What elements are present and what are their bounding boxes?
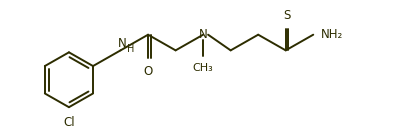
Text: S: S [283, 9, 290, 22]
Text: O: O [143, 65, 153, 78]
Text: NH₂: NH₂ [321, 28, 344, 41]
Text: N: N [199, 28, 208, 41]
Text: Cl: Cl [63, 116, 75, 129]
Text: CH₃: CH₃ [193, 63, 214, 73]
Text: H: H [126, 44, 134, 54]
Text: N: N [118, 37, 127, 50]
